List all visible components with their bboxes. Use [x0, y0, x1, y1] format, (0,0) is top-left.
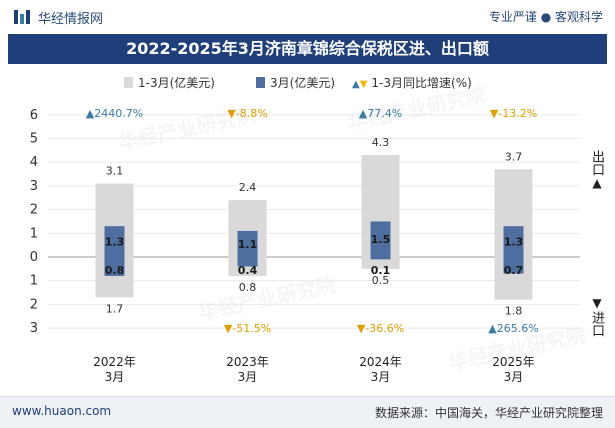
export-label: 出口 — [589, 150, 604, 176]
label-export-cumulative: 2.4 — [239, 181, 257, 194]
import-side-label: ▼ 进口 — [589, 296, 605, 337]
label-import-march: 0.7 — [504, 264, 524, 277]
label-import-cumulative: 0.8 — [239, 281, 257, 294]
x-tick-label: 3月 — [371, 370, 391, 384]
x-tick-label: 2023年 — [226, 355, 269, 369]
growth-export-down: ▼-8.8% — [227, 107, 267, 120]
label-export-cumulative: 4.3 — [372, 136, 390, 149]
y-tick-label: 1 — [30, 226, 38, 241]
export-up-arrow-icon: ▲ — [592, 176, 602, 190]
legend-down-arrow-icon: ▼ — [359, 79, 368, 90]
y-axis: 6 5 4 3 2 1 0 1 2 3 — [30, 108, 38, 336]
legend-item-yoy: ▲▼ 1-3月同比增速(%) — [352, 74, 472, 91]
bar-march — [503, 226, 524, 274]
x-tick-label: 2024年 — [359, 355, 402, 369]
y-tick-label: 3 — [30, 179, 38, 194]
x-tick-label: 3月 — [105, 370, 125, 384]
huajing-logo-icon — [14, 10, 30, 24]
import-down-arrow-icon: ▼ — [592, 296, 602, 310]
footer-source: 数据来源：中国海关，华经产业研究院整理 — [374, 406, 603, 420]
legend-up-arrow-icon: ▲ — [352, 79, 360, 90]
footer-website-link[interactable]: www.huaon.com — [12, 404, 112, 418]
label-export-march: 1.5 — [371, 233, 391, 246]
y-tick-label: 0 — [30, 250, 38, 265]
legend-swatch-blue — [256, 77, 265, 88]
label-import-march: 0.4 — [238, 264, 258, 277]
label-export-cumulative: 3.7 — [505, 150, 523, 163]
legend-label-march: 3月(亿美元) — [270, 76, 335, 90]
brand-name: 华经情报网 — [38, 12, 104, 27]
growth-export-up: ▲77.4% — [359, 107, 402, 120]
growth-import-down: ▼-36.6% — [357, 322, 404, 335]
x-tick-label: 2022年 — [93, 355, 136, 369]
y-tick-label: 2 — [30, 203, 38, 218]
import-label: 进口 — [589, 311, 604, 337]
legend-label-yoy: 1-3月同比增速(%) — [371, 76, 472, 90]
bar-march — [237, 230, 258, 267]
chart-title: 2022-2025年3月济南章锦综合保税区进、出口额 — [8, 34, 607, 64]
y-tick-label: 3 — [30, 321, 38, 336]
y-tick-label: 4 — [30, 155, 38, 170]
legend: 1-3月(亿美元) 3月(亿美元) ▲▼ 1-3月同比增速(%) — [0, 70, 615, 94]
label-import-march: 0.8 — [105, 264, 125, 277]
legend-swatch-gray — [124, 77, 133, 88]
label-import-cumulative: 1.8 — [505, 305, 523, 318]
label-import-cumulative: 0.5 — [372, 274, 390, 287]
growth-import-down: ▼-51.5% — [224, 322, 271, 335]
y-tick-label: 6 — [30, 108, 38, 123]
growth-export-down: ▼-13.2% — [490, 107, 537, 120]
growth-export-up: ▲2440.7% — [86, 107, 143, 120]
y-tick-label: 2 — [30, 297, 38, 312]
top-bar: 华经情报网 专业严谨 ● 客观科学 — [0, 0, 615, 34]
bar-march — [104, 226, 125, 276]
label-export-march: 1.3 — [504, 236, 524, 249]
y-tick-label: 1 — [30, 274, 38, 289]
tagline: 专业严谨 ● 客观科学 — [488, 10, 603, 24]
growth-import-up: ▲265.6% — [488, 322, 538, 335]
y-tick-label: 5 — [30, 132, 38, 147]
x-tick-label: 2025年 — [492, 355, 535, 369]
watermark: 华经产业研究院 — [196, 272, 338, 325]
label-import-cumulative: 1.7 — [106, 302, 124, 315]
label-import-march: 0.1 — [371, 264, 391, 277]
gridlines — [48, 114, 580, 329]
label-export-march: 1.1 — [238, 238, 258, 251]
export-side-label: 出口 ▲ — [589, 150, 605, 191]
label-export-cumulative: 3.1 — [106, 165, 124, 178]
legend-item-march: 3月(亿美元) — [256, 74, 335, 91]
x-tick-label: 3月 — [238, 370, 258, 384]
bars — [95, 155, 533, 300]
bar-march — [370, 221, 391, 260]
data-labels: 3.11.71.30.82022年3月▲2440.7%2.40.81.10.42… — [86, 107, 539, 384]
label-export-march: 1.3 — [105, 236, 125, 249]
legend-item-cumulative: 1-3月(亿美元) — [124, 74, 215, 91]
legend-label-cumulative: 1-3月(亿美元) — [138, 76, 215, 90]
x-tick-label: 3月 — [504, 370, 524, 384]
footer: www.huaon.com 数据来源：中国海关，华经产业研究院整理 — [0, 396, 615, 428]
